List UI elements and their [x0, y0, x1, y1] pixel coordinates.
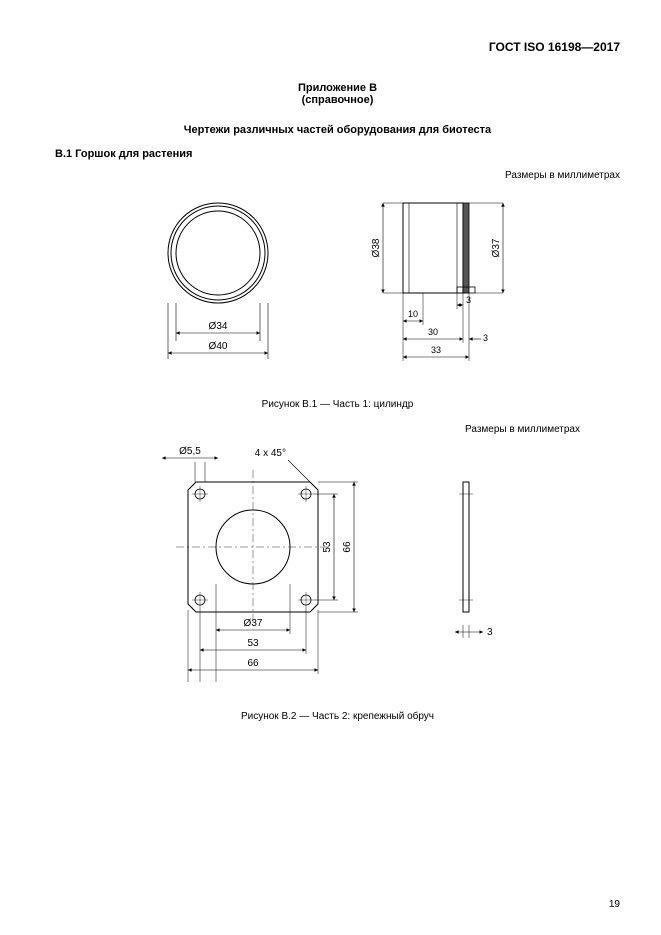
- dim-30: 30: [427, 327, 437, 337]
- standard-header: ГОСТ ISO 16198—2017: [489, 40, 620, 54]
- dim-chamfer: 4 x 45°: [254, 448, 285, 459]
- dim-d37b: Ø37: [243, 618, 262, 629]
- page-content: ГОСТ ISO 16198—2017 Приложение B (справо…: [55, 40, 620, 910]
- dim-w53: 53: [247, 638, 259, 649]
- dim-d40: Ø40: [208, 341, 227, 352]
- dim-3a: 3: [466, 295, 471, 305]
- dim-t3: 3: [487, 627, 493, 638]
- units-label-1: Размеры в миллиметрах: [55, 170, 620, 181]
- dim-d55: Ø5,5: [179, 446, 201, 457]
- dim-w66: 66: [247, 658, 259, 669]
- dim-3b: 3: [483, 333, 488, 343]
- units-label-2: Размеры в миллиметрах: [55, 424, 620, 435]
- dim-d38: Ø38: [371, 238, 382, 257]
- fig2-caption: Рисунок B.2 — Часть 2: крепежный обруч: [55, 711, 620, 722]
- dim-d34: Ø34: [208, 321, 227, 332]
- page-number: 19: [609, 899, 620, 910]
- figure-b1: Ø34 Ø40 Ø38 Ø37: [128, 183, 548, 393]
- dim-h66: 66: [342, 541, 353, 553]
- dim-33: 33: [430, 345, 440, 355]
- dim-d37: Ø37: [491, 238, 502, 257]
- appendix-title: Приложение B: [55, 82, 620, 94]
- dim-h53: 53: [322, 541, 333, 553]
- appendix-note: (справочное): [55, 94, 620, 106]
- fig1-caption: Рисунок B.1 — Часть 1: цилиндр: [55, 399, 620, 410]
- section-b1-title: B.1 Горшок для растения: [55, 148, 620, 160]
- dim-10: 10: [407, 309, 417, 319]
- appendix-heading: Чертежи различных частей оборудования дл…: [55, 124, 620, 136]
- figure-b2: Ø5,5 4 x 45° 53 66 Ø37 53: [108, 435, 568, 705]
